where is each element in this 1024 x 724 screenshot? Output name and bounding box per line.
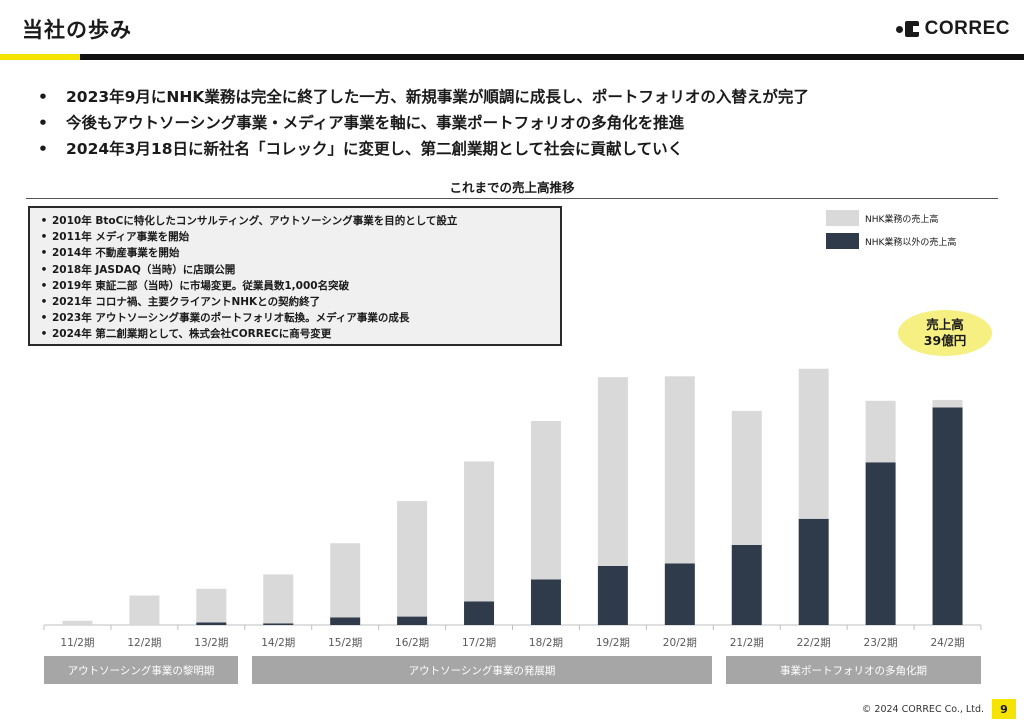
x-tick-label: 13/2期	[194, 637, 228, 649]
x-tick-label: 11/2期	[60, 637, 94, 649]
history-item: 2018年 JASDAQ（当時）に店頭公開	[36, 262, 554, 278]
x-tick-label: 16/2期	[395, 637, 429, 649]
summary-bullets: 2023年9月にNHK業務は完全に終了した一方、新規事業が順調に成長し、ポートフ…	[38, 84, 809, 162]
phase-dawn: アウトソーシング事業の黎明期	[44, 656, 238, 684]
history-item: 2021年 コロナ禍、主要クライアントNHKとの契約終了	[36, 294, 554, 310]
x-tick-label: 21/2期	[730, 637, 764, 649]
x-tick-label: 23/2期	[864, 637, 898, 649]
correc-logo-icon	[895, 21, 919, 37]
callout-label: 売上高	[926, 317, 964, 332]
bar-nhk	[263, 574, 294, 624]
x-tick-label: 17/2期	[462, 637, 496, 649]
bar-non-nhk	[664, 563, 695, 625]
logo-text: CORREC	[924, 18, 1010, 39]
callout-value: 39億円	[923, 333, 967, 348]
x-tick-label: 24/2期	[930, 637, 964, 649]
legend-label-nhk: NHK業務の売上高	[865, 214, 939, 225]
bar-nhk	[196, 588, 227, 623]
phase-diversification: 事業ポートフォリオの多角化期	[726, 656, 981, 684]
header-accent	[0, 54, 80, 60]
summary-bullet: 2024年3月18日に新社名「コレック」に変更し、第二創業期として社会に貢献して…	[38, 136, 809, 162]
bar-non-nhk	[330, 617, 361, 625]
history-item: 2010年 BtoCに特化したコンサルティング、アウトソーシング事業を目的として…	[36, 213, 554, 229]
legend-item-nhk: NHK業務の売上高	[826, 210, 956, 226]
x-tick-label: 14/2期	[261, 637, 295, 649]
bar-nhk	[530, 420, 561, 580]
history-item: 2024年 第二創業期として、株式会社CORRECに商号変更	[36, 326, 554, 342]
bar-non-nhk	[597, 565, 628, 625]
history-item: 2014年 不動産事業を開始	[36, 245, 554, 261]
x-tick-label: 12/2期	[127, 637, 161, 649]
legend-item-non-nhk: NHK業務以外の売上高	[826, 233, 956, 249]
x-tick-label: 18/2期	[529, 637, 563, 649]
bar-nhk	[865, 400, 896, 463]
bar-nhk	[62, 620, 93, 625]
bar-nhk	[731, 410, 762, 545]
bar-nhk	[397, 501, 428, 617]
bar-non-nhk	[397, 616, 428, 625]
bar-non-nhk	[798, 518, 829, 625]
header-divider	[0, 54, 1024, 60]
page-title: 当社の歩み	[22, 18, 132, 42]
legend-swatch-nhk	[826, 210, 859, 226]
bar-non-nhk	[196, 622, 227, 625]
legend-swatch-non-nhk	[826, 233, 859, 249]
sales-callout: 売上高 39億円	[898, 310, 992, 356]
summary-bullet: 今後もアウトソーシング事業・メディア事業を軸に、事業ポートフォリオの多角化を推進	[38, 110, 809, 136]
bar-nhk	[129, 595, 160, 625]
summary-bullet: 2023年9月にNHK業務は完全に終了した一方、新規事業が順調に成長し、ポートフ…	[38, 84, 809, 110]
history-box: 2010年 BtoCに特化したコンサルティング、アウトソーシング事業を目的として…	[28, 206, 562, 346]
chart-title-rule	[26, 198, 998, 199]
legend-label-non-nhk: NHK業務以外の売上高	[865, 237, 957, 248]
bar-nhk	[597, 377, 628, 566]
bar-non-nhk	[464, 601, 495, 625]
page-number: 9	[992, 699, 1016, 719]
bar-non-nhk	[932, 407, 963, 625]
history-item: 2023年 アウトソーシング事業のポートフォリオ転換。メディア事業の成長	[36, 310, 554, 326]
bar-non-nhk	[263, 623, 294, 625]
bar-nhk	[330, 543, 361, 618]
x-tick-label: 22/2期	[797, 637, 831, 649]
bar-nhk	[798, 368, 829, 519]
history-item: 2011年 メディア事業を開始	[36, 229, 554, 245]
phase-growth: アウトソーシング事業の発展期	[252, 656, 712, 684]
bar-nhk	[932, 399, 963, 408]
bar-non-nhk	[865, 462, 896, 625]
bar-nhk	[664, 376, 695, 564]
bar-non-nhk	[530, 579, 561, 625]
history-item: 2019年 東証二部（当時）に市場変更。従業員数1,000名突破	[36, 278, 554, 294]
x-tick-label: 19/2期	[596, 637, 630, 649]
chart-title: これまでの売上高推移	[449, 180, 575, 195]
company-logo: CORREC	[895, 18, 1010, 40]
copyright: © 2024 CORREC Co., Ltd.	[861, 704, 984, 715]
bar-nhk	[464, 461, 495, 602]
x-tick-label: 20/2期	[663, 637, 697, 649]
chart-legend: NHK業務の売上高 NHK業務以外の売上高	[826, 210, 956, 256]
x-tick-label: 15/2期	[328, 637, 362, 649]
bar-non-nhk	[731, 544, 762, 625]
